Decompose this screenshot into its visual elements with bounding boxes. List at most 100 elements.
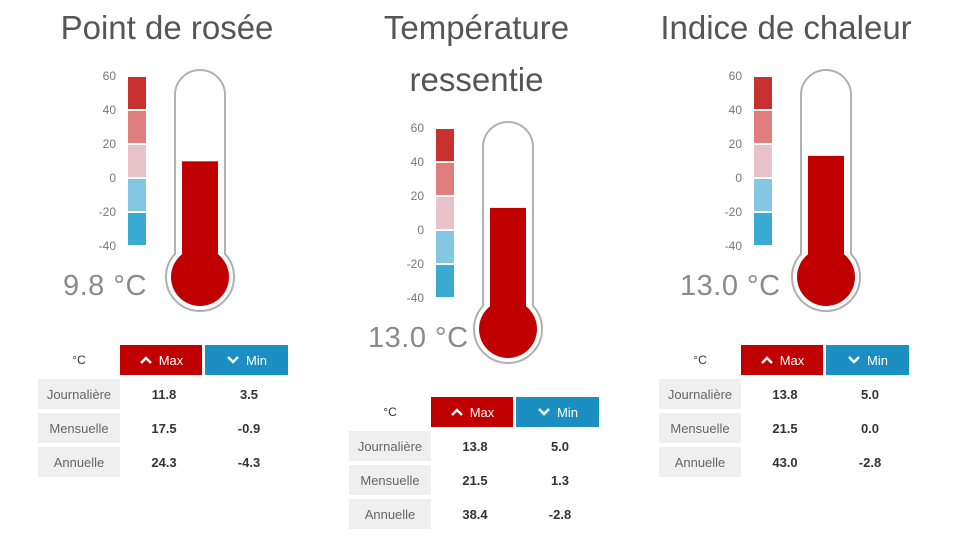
thermometer-gauge: 60 40 20 0 -20 -40: [636, 64, 953, 334]
table-row: Annuelle 24.3 -4.3: [38, 445, 290, 479]
row-label: Mensuelle: [38, 413, 120, 443]
stats-table: °C Max Min Journalière 13.8 5.0 Mensuelle 21.5 0…: [659, 343, 911, 479]
thermometer-gauge: 60 40 20 0 -20 -40: [0, 64, 317, 334]
scale-band: [754, 111, 772, 143]
table-row: Journalière 13.8 5.0: [659, 377, 911, 411]
min-button[interactable]: Min: [826, 345, 909, 375]
scale-band: [128, 213, 146, 245]
max-label: Max: [779, 352, 805, 368]
row-label: Mensuelle: [659, 413, 741, 443]
scale-tick-label: -20: [99, 205, 117, 219]
min-value: -0.9: [237, 420, 261, 436]
scale-band: [436, 129, 454, 161]
stats-header-row: °C Max Min: [659, 343, 911, 377]
max-value: 13.8: [772, 386, 798, 402]
scale-band: [436, 265, 454, 297]
scale-tick-label: 20: [103, 137, 117, 151]
min-value: -2.8: [858, 454, 882, 470]
chevron-down-icon: [226, 353, 240, 367]
thermometer-svg: 60 40 20 0 -20 -40: [407, 121, 543, 364]
thermometer-gauge: 60 40 20 0 -20 -40: [318, 116, 635, 386]
thermometer-svg: 60 40 20 0 -20 -40: [99, 69, 235, 312]
panel-feels-like: Température ressentie 60 40 20 0 -20 -40 13.0…: [318, 0, 635, 536]
scale-tick-label: 60: [729, 69, 743, 83]
min-value: 5.0: [860, 386, 880, 402]
chevron-up-icon: [450, 405, 464, 419]
unit-label: °C: [693, 353, 707, 367]
max-value: 11.8: [151, 386, 177, 402]
scale-tick-label: 40: [103, 103, 117, 117]
mercury-bulb: [797, 248, 855, 306]
table-row: Journalière 11.8 3.5: [38, 377, 290, 411]
min-value: -4.3: [237, 454, 261, 470]
current-reading: 13.0 °C: [368, 322, 469, 354]
mercury-bulb: [171, 248, 229, 306]
max-label: Max: [158, 352, 184, 368]
scale-tick-label: -20: [407, 257, 425, 271]
min-label: Min: [557, 404, 578, 420]
scale-band: [128, 179, 146, 211]
scale-band: [436, 163, 454, 195]
panel-title-line1: Température: [383, 9, 570, 46]
max-value: 24.3: [151, 454, 177, 470]
scale-tick-label: 0: [109, 171, 116, 185]
row-label: Journalière: [38, 379, 120, 409]
scale-tick-label: -40: [725, 239, 743, 253]
max-value: 43.0: [772, 454, 798, 470]
max-button[interactable]: Max: [120, 345, 202, 375]
min-button[interactable]: Min: [516, 397, 599, 427]
current-reading: 13.0 °C: [680, 270, 781, 302]
stats-header-row: °C Max Min: [38, 343, 290, 377]
table-row: Mensuelle 17.5 -0.9: [38, 411, 290, 445]
table-row: Journalière 13.8 5.0: [349, 429, 601, 463]
panel-dew-point: Point de rosée 60 40 20 0 -20 -40 9.8 °C °C Ma…: [0, 0, 317, 536]
stats-table: °C Max Min Journalière 11.8 3.5 Mensuelle 17.5 -…: [38, 343, 290, 479]
scale-tick-label: -40: [99, 239, 117, 253]
max-value: 38.4: [462, 506, 488, 522]
scale-tick-label: 20: [729, 137, 743, 151]
chevron-down-icon: [847, 353, 861, 367]
scale-tick-label: 40: [411, 155, 425, 169]
min-value: 0.0: [860, 420, 880, 436]
table-row: Annuelle 43.0 -2.8: [659, 445, 911, 479]
mercury-bulb: [479, 300, 537, 358]
scale-tick-label: 60: [103, 69, 117, 83]
panel-title: Indice de chaleur: [660, 9, 912, 46]
max-button[interactable]: Max: [431, 397, 513, 427]
row-label: Annuelle: [659, 447, 741, 477]
scale-tick-label: 60: [411, 121, 425, 135]
chevron-down-icon: [537, 405, 551, 419]
chevron-up-icon: [139, 353, 153, 367]
scale-tick-label: 0: [417, 223, 424, 237]
scale-tick-label: 20: [411, 189, 425, 203]
min-button[interactable]: Min: [205, 345, 288, 375]
scale-band: [754, 77, 772, 109]
min-value: 3.5: [239, 386, 259, 402]
chevron-up-icon: [760, 353, 774, 367]
scale-band: [754, 179, 772, 211]
scale-tick-label: 40: [729, 103, 743, 117]
current-reading: 9.8 °C: [63, 270, 147, 302]
row-label: Mensuelle: [349, 465, 431, 495]
max-button[interactable]: Max: [741, 345, 823, 375]
row-label: Annuelle: [349, 499, 431, 529]
max-value: 21.5: [462, 472, 488, 488]
table-row: Mensuelle 21.5 1.3: [349, 463, 601, 497]
min-label: Min: [867, 352, 888, 368]
max-value: 13.8: [462, 438, 488, 454]
max-value: 17.5: [151, 420, 177, 436]
min-value: -2.8: [548, 506, 572, 522]
scale-tick-label: 0: [735, 171, 742, 185]
scale-band: [128, 145, 146, 177]
scale-band: [128, 111, 146, 143]
scale-band: [754, 145, 772, 177]
panel-heat-index: Indice de chaleur 60 40 20 0 -20 -40 13.0 °C …: [636, 0, 953, 536]
unit-label: °C: [383, 405, 397, 419]
panel-title: Point de rosée: [60, 9, 274, 46]
min-label: Min: [246, 352, 267, 368]
stats-table: °C Max Min Journalière 13.8 5.0 Mensuelle 21.5 1…: [349, 395, 601, 531]
scale-tick-label: -40: [407, 291, 425, 305]
scale-band: [128, 77, 146, 109]
min-value: 1.3: [550, 472, 570, 488]
row-label: Journalière: [659, 379, 741, 409]
